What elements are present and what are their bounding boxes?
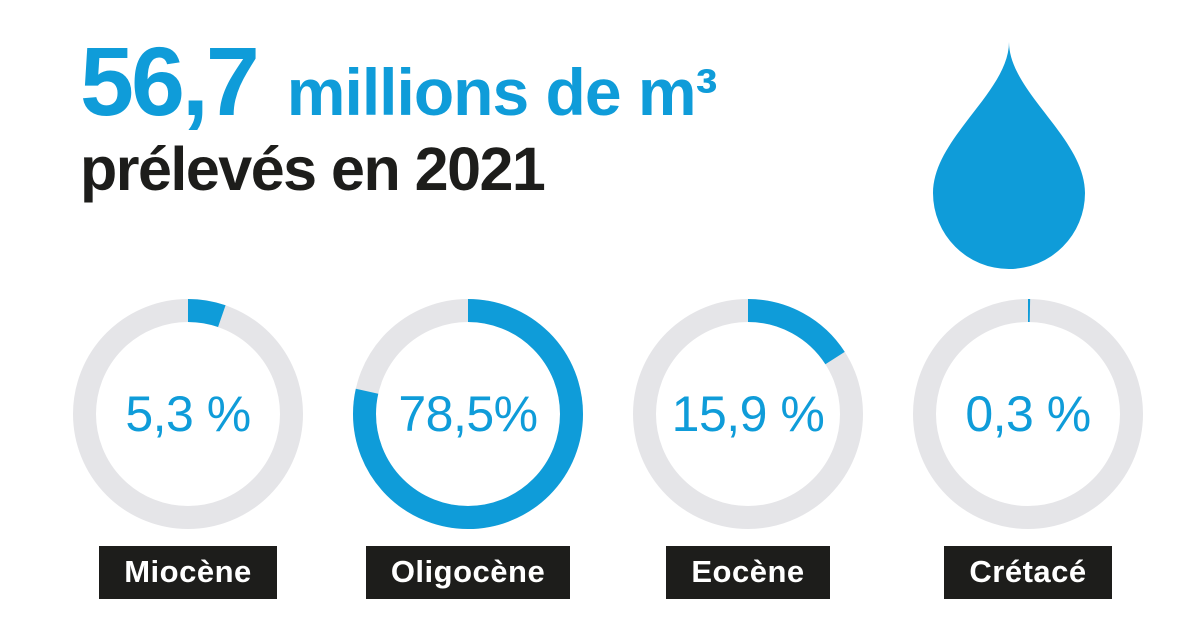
donut-arc: [633, 299, 863, 529]
donut-value-label: 0,3 %: [965, 386, 1091, 442]
era-label-cretace: Crétacé: [944, 546, 1112, 599]
era-label-miocene: Miocène: [99, 546, 277, 599]
chart-column-cretace: 0,3 % Crétacé: [888, 299, 1168, 599]
headline: 56,7 millions de m³: [80, 27, 718, 136]
donut-chart-miocene: 5,3 %: [73, 299, 303, 529]
donut-arc: [353, 299, 583, 529]
donut-charts-row: 5,3 % Miocène 78,5% Oligocène 15,9 %: [48, 299, 1168, 599]
donut-chart-cretace: 0,3 %: [913, 299, 1143, 529]
donut-value-label: 5,3 %: [125, 386, 251, 442]
page-title: 56,7 millions de m³ prélevés en 2021: [80, 27, 718, 204]
donut-value-label: 78,5%: [398, 386, 538, 442]
donut-chart-eocene: 15,9 %: [633, 299, 863, 529]
chart-column-miocene: 5,3 % Miocène: [48, 299, 328, 599]
era-label-oligocene: Oligocène: [365, 546, 571, 599]
headline-value: 56,7: [80, 27, 260, 136]
donut-chart-oligocene: 78,5%: [353, 299, 583, 529]
donut-arc: [73, 299, 303, 529]
headline-subtitle: prélevés en 2021: [80, 135, 546, 203]
era-label-eocene: Eocène: [666, 546, 830, 599]
chart-column-oligocene: 78,5% Oligocène: [328, 299, 608, 599]
donut-arc: [913, 299, 1143, 529]
donut-value-label: 15,9 %: [671, 386, 825, 442]
headline-unit: millions de m³: [286, 55, 718, 129]
chart-column-eocene: 15,9 % Eocène: [608, 299, 888, 599]
water-drop-icon: [933, 42, 1085, 269]
